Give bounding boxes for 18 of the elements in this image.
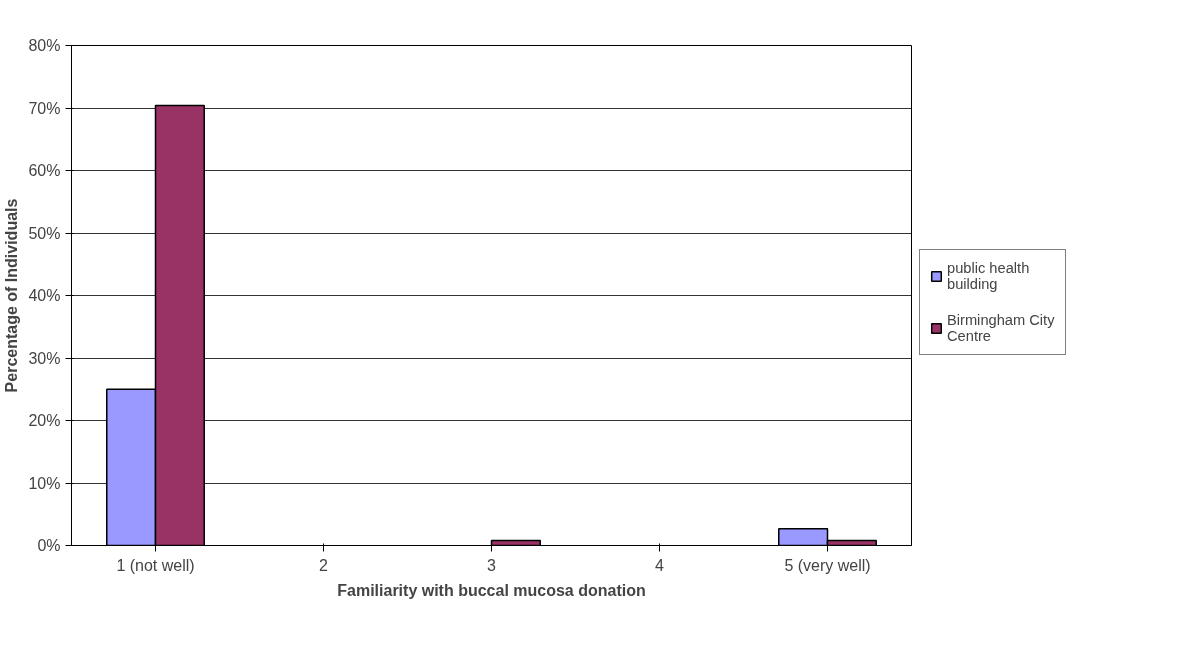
legend-label: public health building (947, 260, 1030, 292)
y-tick-label: 70% (28, 99, 61, 117)
y-tick-label: 60% (28, 162, 61, 179)
y-tick-label: 30% (28, 349, 61, 367)
y-tick-label: 10% (28, 474, 61, 492)
x-axis-title: Familiarity with buccal mucosa donation (337, 581, 646, 599)
x-tick-label: 1 (not well) (116, 556, 195, 574)
x-tick-label: 3 (487, 556, 497, 574)
x-tick-label: 5 (very well) (784, 556, 871, 574)
y-tick-label: 80% (28, 37, 61, 54)
y-tick-label: 0% (37, 537, 61, 554)
y-tick-label: 20% (28, 412, 61, 429)
y-axis-title: Percentage of Individuals (3, 198, 21, 393)
x-tick-label: 2 (319, 556, 329, 574)
y-tick-label: 40% (28, 287, 61, 304)
x-tick-label: 4 (655, 556, 665, 574)
legend-label: Birmingham City Centre (947, 312, 1055, 344)
y-tick-label: 50% (28, 224, 61, 242)
